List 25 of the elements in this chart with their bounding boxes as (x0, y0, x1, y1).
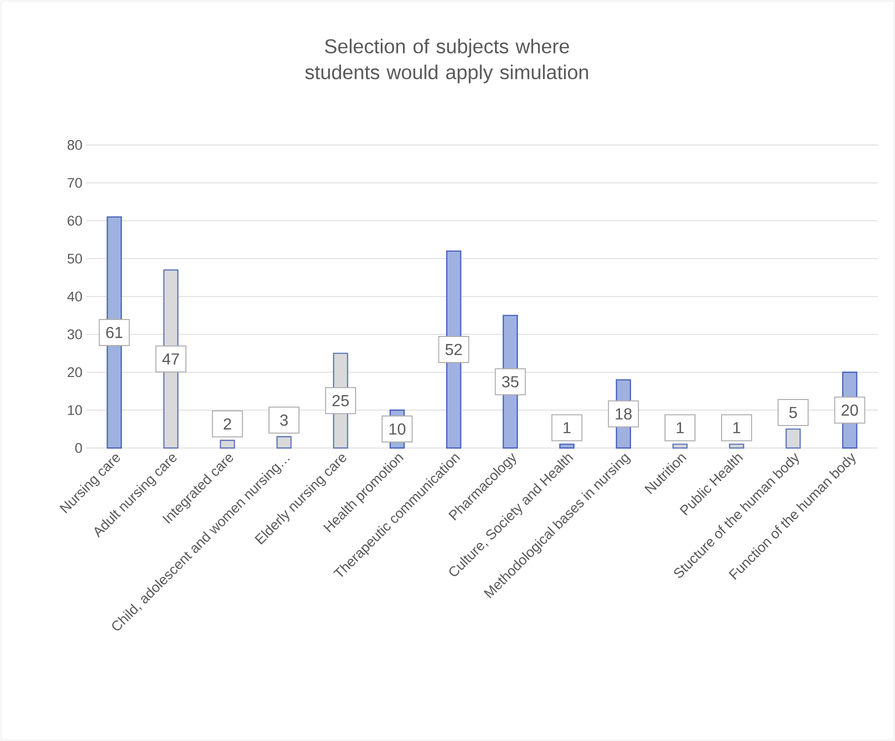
data-label: 52 (446, 344, 462, 356)
y-tick-label: 0 (75, 443, 82, 453)
y-tick-label: 70 (68, 178, 82, 188)
data-label: 18 (616, 408, 632, 420)
y-tick-label: 60 (68, 216, 82, 226)
data-label: 20 (842, 404, 858, 416)
y-tick-label: 40 (67, 292, 82, 302)
data-label: 2 (224, 418, 232, 430)
data-label: 35 (502, 376, 518, 388)
y-tick-label: 30 (68, 329, 82, 340)
y-tick-label: 10 (68, 405, 82, 416)
bar (559, 444, 574, 449)
data-label: 5 (789, 406, 797, 418)
y-tick-label: 20 (68, 367, 82, 378)
data-label: 47 (162, 353, 179, 364)
chart-title: Selection of subjects where students would apply simulation (305, 38, 588, 84)
data-label: 25 (332, 395, 349, 406)
data-label: 61 (106, 326, 122, 338)
data-label: 1 (733, 422, 740, 434)
y-tick-label: 80 (68, 140, 82, 150)
y-tick-label: 50 (68, 254, 82, 264)
data-label: 1 (564, 422, 571, 434)
data-label: 10 (390, 423, 406, 435)
data-label: 3 (280, 414, 288, 426)
data-label: 1 (676, 422, 684, 434)
